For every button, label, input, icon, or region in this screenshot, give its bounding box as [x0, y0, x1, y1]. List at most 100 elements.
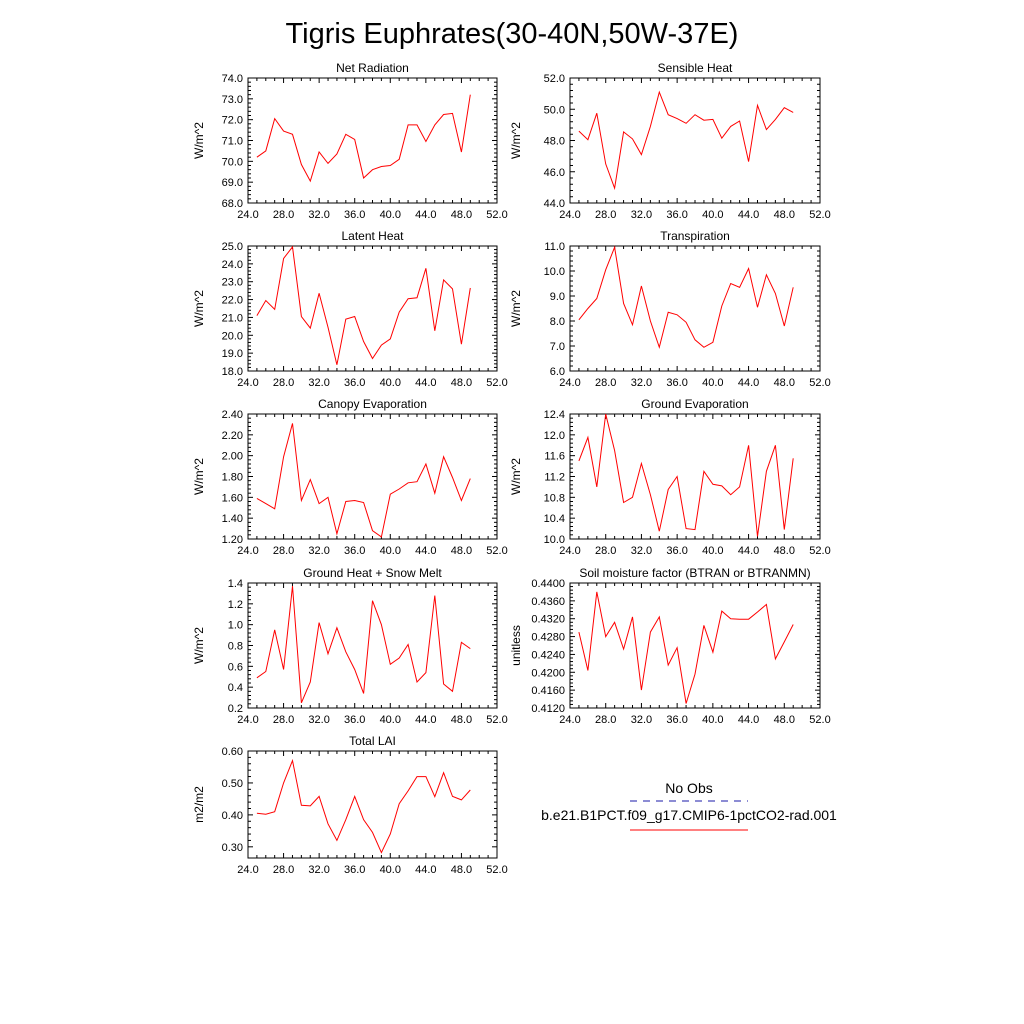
x-tick-label: 24.0 — [237, 714, 258, 726]
y-tick-label: 44.0 — [544, 198, 565, 210]
y-tick-label: 0.4360 — [531, 596, 565, 608]
series-line — [578, 90, 794, 191]
x-tick-label: 28.0 — [273, 545, 294, 557]
y-tick-label: 20.0 — [222, 330, 243, 342]
y-tick-label: 0.2 — [228, 703, 243, 715]
y-tick-label: 0.8 — [228, 641, 243, 653]
x-tick-label: 48.0 — [451, 209, 472, 221]
x-tick-label: 48.0 — [774, 714, 795, 726]
panel-5: Canopy Evaporation 24.0 28.0 32.0 36.0 40.0 44… — [192, 397, 508, 557]
x-tick-label: 40.0 — [702, 714, 723, 726]
y-tick-label: 11.0 — [544, 241, 565, 253]
y-tick-label: 68.0 — [222, 198, 243, 210]
y-tick-label: 21.0 — [222, 312, 243, 324]
y-tick-label: 24.0 — [222, 259, 243, 271]
y-tick-label: 0.4280 — [531, 632, 565, 644]
y-axis-label: W/m^2 — [509, 290, 523, 327]
y-axis-label: W/m^2 — [509, 458, 523, 495]
x-tick-label: 32.0 — [631, 209, 652, 221]
x-tick-label: 24.0 — [237, 864, 258, 876]
y-tick-label: 48.0 — [544, 136, 565, 148]
y-tick-label: 12.0 — [544, 430, 565, 442]
x-tick-label: 52.0 — [486, 864, 507, 876]
y-tick-label: 19.0 — [222, 348, 243, 360]
y-tick-label: 52.0 — [544, 73, 565, 85]
panel-7: Ground Heat + Snow Melt 24.0 28.0 32.0 36.0 4… — [192, 566, 508, 726]
series-line — [578, 245, 794, 350]
y-tick-label: 70.0 — [222, 156, 243, 168]
panels-group: Net Radiation 24.0 28.0 32.0 36.0 40.0 44.0 48.… — [192, 61, 831, 876]
x-tick-label: 32.0 — [308, 209, 329, 221]
x-tick-label: 24.0 — [559, 377, 580, 389]
x-tick-label: 48.0 — [774, 209, 795, 221]
y-tick-label: 1.20 — [222, 534, 243, 546]
x-tick-label: 36.0 — [344, 377, 365, 389]
panel-3: Latent Heat 24.0 28.0 32.0 36.0 40.0 44.0 48.0 5… — [192, 229, 508, 389]
series-line — [256, 94, 471, 183]
y-tick-label: 2.20 — [222, 430, 243, 442]
y-tick-label: 10.0 — [544, 534, 565, 546]
y-tick-label: 0.50 — [222, 778, 243, 790]
x-tick-label: 40.0 — [380, 714, 401, 726]
x-tick-label: 24.0 — [237, 545, 258, 557]
x-tick-label: 44.0 — [415, 377, 436, 389]
x-tick-label: 48.0 — [451, 864, 472, 876]
y-tick-label: 10.0 — [544, 266, 565, 278]
panel-title: Net Radiation — [336, 61, 409, 75]
plot-frame — [569, 413, 821, 540]
y-axis-label: W/m^2 — [509, 122, 523, 159]
panel-title: Ground Heat + Snow Melt — [303, 566, 442, 580]
y-tick-label: 73.0 — [222, 94, 243, 106]
series-line — [578, 413, 794, 537]
panel-9: Total LAI 24.0 28.0 32.0 36.0 40.0 44.0 48.0 52.… — [192, 734, 508, 876]
x-tick-label: 48.0 — [451, 545, 472, 557]
x-tick-label: 28.0 — [595, 545, 616, 557]
x-tick-label: 44.0 — [415, 714, 436, 726]
x-tick-label: 52.0 — [809, 377, 830, 389]
x-tick-label: 24.0 — [237, 377, 258, 389]
x-tick-label: 48.0 — [451, 377, 472, 389]
x-tick-label: 44.0 — [415, 545, 436, 557]
y-tick-label: 0.4160 — [531, 685, 565, 697]
plot-frame — [247, 77, 498, 204]
series-line — [256, 758, 471, 854]
y-tick-label: 23.0 — [222, 277, 243, 289]
x-tick-label: 44.0 — [738, 377, 759, 389]
x-tick-label: 40.0 — [380, 545, 401, 557]
y-tick-label: 1.2 — [228, 599, 243, 611]
y-tick-label: 50.0 — [544, 104, 565, 116]
x-tick-label: 36.0 — [666, 714, 687, 726]
y-tick-label: 0.4240 — [531, 649, 565, 661]
y-tick-label: 1.80 — [222, 472, 243, 484]
x-tick-label: 24.0 — [559, 209, 580, 221]
x-tick-label: 48.0 — [451, 714, 472, 726]
x-tick-label: 44.0 — [415, 864, 436, 876]
y-tick-label: 0.6 — [228, 661, 243, 673]
legend: No Obs b.e21.B1PCT.f09_g17.CMIP6-1pctCO2… — [541, 780, 837, 831]
x-tick-label: 36.0 — [666, 545, 687, 557]
y-tick-label: 69.0 — [222, 177, 243, 189]
x-tick-label: 40.0 — [380, 377, 401, 389]
y-axis-label: m2/m2 — [192, 786, 206, 823]
y-tick-label: 0.4400 — [531, 578, 565, 590]
x-tick-label: 24.0 — [237, 209, 258, 221]
plot-frame — [247, 245, 498, 372]
panel-title: Total LAI — [349, 734, 396, 748]
y-tick-label: 1.40 — [222, 513, 243, 525]
series-line — [578, 591, 794, 704]
x-tick-label: 40.0 — [702, 545, 723, 557]
y-tick-label: 72.0 — [222, 115, 243, 127]
panel-4: Transpiration 24.0 28.0 32.0 36.0 40.0 44.0 48.… — [509, 229, 831, 389]
x-tick-label: 44.0 — [738, 545, 759, 557]
x-tick-label: 32.0 — [631, 377, 652, 389]
legend-model-label: b.e21.B1PCT.f09_g17.CMIP6-1pctCO2-rad.00… — [541, 807, 837, 823]
x-tick-label: 40.0 — [702, 377, 723, 389]
y-tick-label: 10.4 — [544, 513, 565, 525]
x-tick-label: 28.0 — [273, 864, 294, 876]
y-tick-label: 46.0 — [544, 167, 565, 179]
x-tick-label: 52.0 — [809, 209, 830, 221]
x-tick-label: 32.0 — [308, 864, 329, 876]
panel-1: Net Radiation 24.0 28.0 32.0 36.0 40.0 44.0 48.… — [192, 61, 508, 221]
y-axis-label: W/m^2 — [192, 290, 206, 327]
